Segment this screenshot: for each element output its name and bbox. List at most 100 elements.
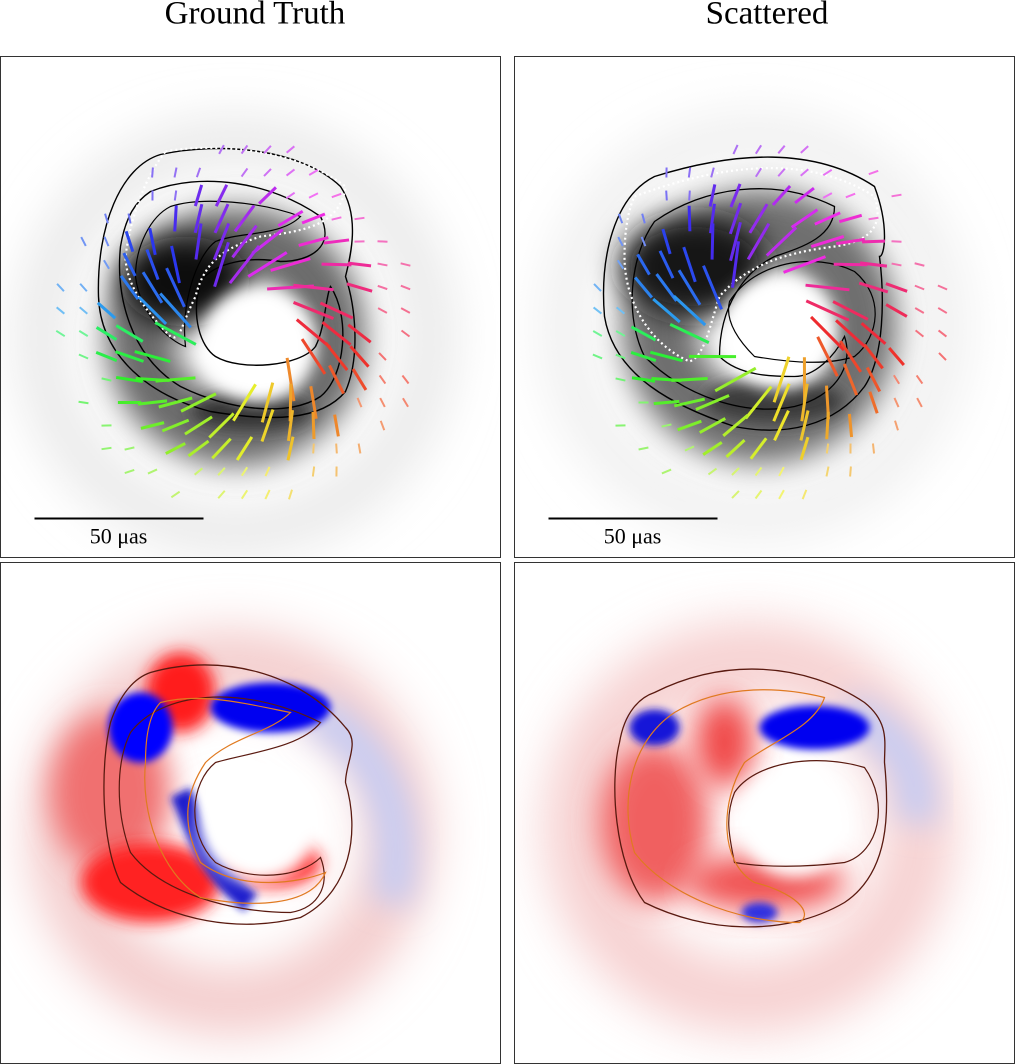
polarization-tick (165, 267, 186, 308)
polarization-tick (814, 211, 841, 226)
polarization-tick (914, 307, 925, 314)
polarization-tick (695, 394, 730, 411)
polarization-tick (885, 282, 908, 293)
polarization-tick (295, 318, 332, 349)
polarization-tick (258, 186, 277, 205)
polarization-tick (893, 397, 900, 408)
polarization-tick (56, 306, 65, 315)
polarization-tick (673, 397, 706, 408)
polarization-tick (170, 490, 181, 499)
polarization-tick (794, 186, 815, 205)
polarization-tick (173, 167, 178, 178)
polarization-tick (155, 376, 196, 383)
polarization-tick (193, 184, 204, 207)
polarization-tick (301, 212, 326, 225)
polarization-tick (193, 203, 204, 234)
polarization-tick (95, 326, 118, 341)
polarization-tick (653, 399, 680, 406)
polarization-tick (78, 400, 89, 405)
polarization-tick (103, 236, 110, 247)
polarization-tick (825, 411, 830, 440)
polarization-tick (321, 262, 352, 267)
polarization-tick (748, 203, 769, 234)
polarization-tick (354, 216, 365, 221)
polarization-tick (346, 282, 373, 293)
polarization-tick (264, 466, 271, 477)
polarization-tick (832, 300, 869, 321)
polarization-tick (122, 252, 137, 277)
polarization-tick (640, 236, 647, 247)
polarization-tick (379, 420, 386, 431)
polarization-tick (232, 383, 257, 422)
polarization-tick (214, 184, 229, 207)
polarization-tick (665, 190, 668, 201)
polarization-tick (115, 324, 144, 343)
image-panel (514, 562, 1015, 1064)
polarization-tick (211, 437, 232, 460)
polarization-tick (754, 466, 763, 477)
polarization-tick (687, 167, 692, 178)
polarization-tick (630, 351, 657, 362)
polarization-tick (285, 168, 296, 177)
polarization-tick (298, 236, 329, 247)
image-panel: 50 μas (0, 56, 501, 558)
polarization-tick (822, 168, 833, 177)
polarization-tick (240, 466, 249, 477)
polarization-tick (80, 236, 87, 247)
polarization-tick (836, 237, 865, 246)
polarization-tick (592, 330, 603, 337)
polarization-tick (260, 409, 275, 442)
polarization-tick (114, 350, 145, 363)
polarization-tick (288, 489, 293, 500)
polarization-tick (356, 397, 363, 408)
polarization-tick (825, 443, 830, 454)
polarization-tick (208, 412, 235, 439)
polarization-tick (311, 466, 316, 477)
polarization-tick (655, 273, 678, 302)
polarization-tick (916, 397, 923, 408)
polarization-tick (702, 265, 723, 310)
polarization-tick (288, 383, 293, 422)
polarization-tick (800, 383, 809, 422)
polarization-tick (161, 418, 190, 433)
polarization-tick (861, 239, 886, 244)
polarization-tick (347, 261, 372, 268)
polarization-tick (286, 409, 295, 442)
polarization-tick (277, 209, 304, 228)
polarization-tick (124, 230, 135, 253)
polarization-tick (285, 357, 296, 402)
polarization-tick (95, 350, 118, 363)
polarization-tick (650, 350, 683, 363)
polarization-tick (661, 228, 672, 255)
polarization-tick (378, 374, 387, 385)
polarization-tick (773, 409, 790, 442)
polarization-tick (592, 353, 603, 360)
polarization-tick (771, 184, 792, 207)
polarization-tick (377, 284, 388, 291)
polarization-tick (688, 190, 691, 201)
polarization-tick (937, 307, 948, 314)
polarization-tick (888, 347, 905, 366)
polarization-tick (839, 340, 862, 373)
polarization-tick (863, 343, 884, 370)
polarization-tick (141, 271, 164, 304)
polarization-tick (154, 321, 197, 346)
polarization-tick (790, 208, 819, 229)
polarization-tick (630, 325, 657, 342)
polarization-tick (858, 281, 889, 294)
polarization-tick (593, 283, 602, 292)
polarization-tick (213, 203, 230, 234)
polarization-tick (134, 350, 171, 363)
image-panel: 50 μas (514, 56, 1015, 558)
polarization-tick (235, 436, 254, 461)
polarization-tick (79, 283, 88, 292)
image-panel (0, 562, 501, 1064)
polarization-tick (127, 213, 132, 224)
polarization-tick (103, 259, 110, 270)
polarization-tick (838, 213, 863, 224)
polarization-tick (729, 221, 742, 262)
polarization-tick (264, 489, 271, 500)
polarization-tick (104, 213, 109, 224)
polarization-tick (783, 255, 826, 274)
